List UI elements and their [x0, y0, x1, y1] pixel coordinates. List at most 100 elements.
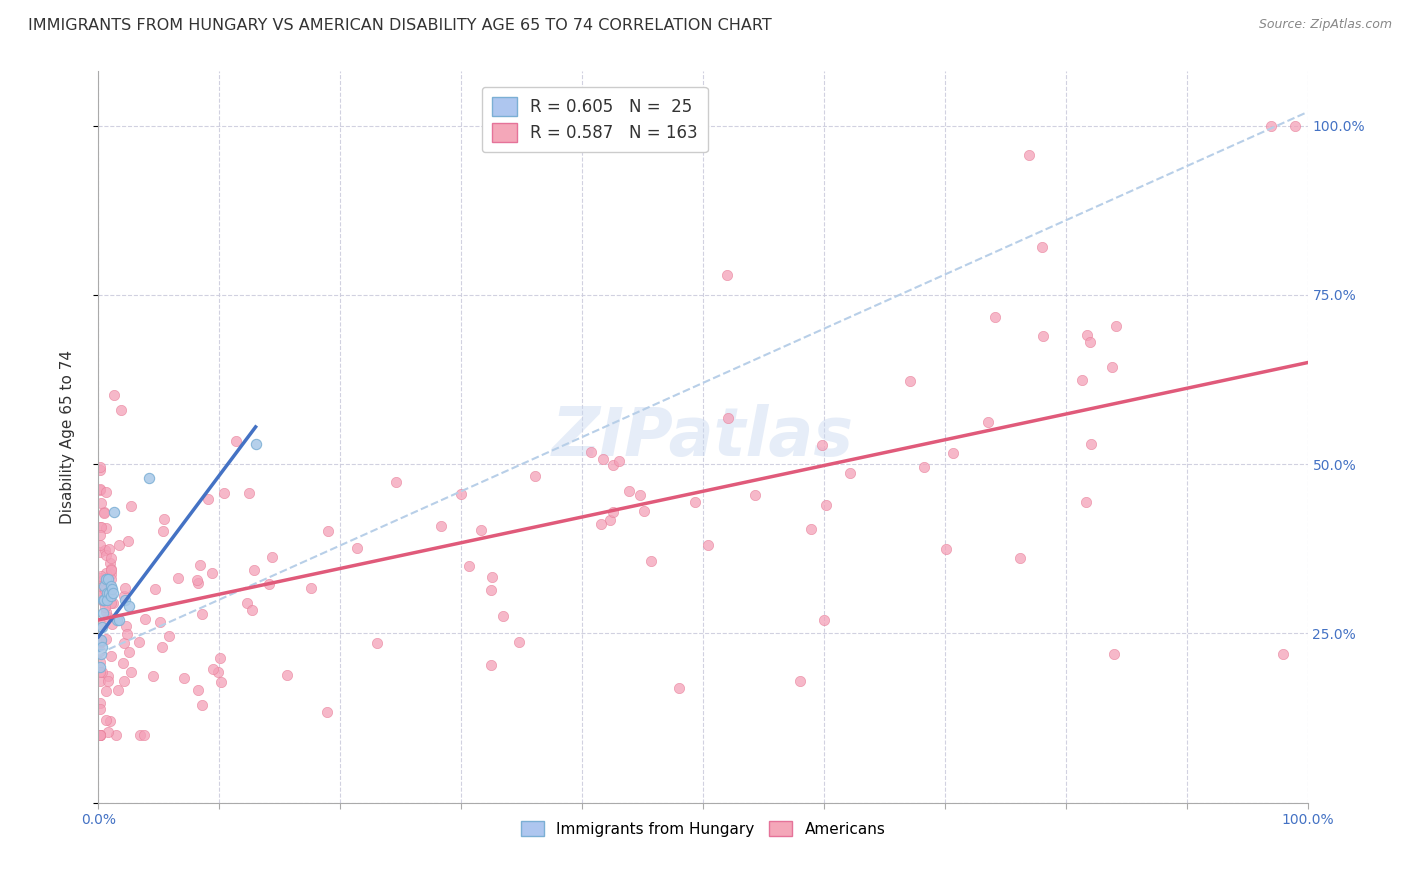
Point [91, 592, 114, 607]
Point [89, 728, 111, 742]
Point [157, 629, 180, 643]
Point [1076, 495, 1098, 509]
Point [1076, 328, 1098, 343]
Point [101, 617, 124, 632]
Point [186, 573, 208, 587]
Point [1272, 647, 1295, 661]
Point [225, 434, 247, 448]
Point [209, 674, 232, 689]
Point [668, 681, 690, 695]
Point [976, 415, 998, 429]
Point [579, 445, 602, 459]
Point [112, 656, 135, 670]
Text: IMMIGRANTS FROM HUNGARY VS AMERICAN DISABILITY AGE 65 TO 74 CORRELATION CHART: IMMIGRANTS FROM HUNGARY VS AMERICAN DISA… [28, 18, 772, 33]
Point [96, 683, 118, 698]
Point [89, 483, 111, 497]
Point [91, 640, 114, 654]
Point [93, 582, 115, 597]
Point [508, 635, 530, 649]
Point [112, 636, 135, 650]
Point [385, 475, 408, 490]
Point [115, 627, 138, 641]
Point [90, 665, 112, 679]
Point [299, 582, 322, 596]
Point [450, 487, 472, 501]
Point [90, 569, 112, 583]
Point [93, 506, 115, 520]
Point [589, 517, 612, 532]
Legend: Immigrants from Hungary, Americans: Immigrants from Hungary, Americans [515, 814, 891, 843]
Point [201, 566, 224, 580]
Point [105, 613, 128, 627]
Point [120, 665, 142, 679]
Point [814, 498, 837, 512]
Point [167, 571, 190, 585]
Point [197, 491, 219, 506]
Point [1102, 647, 1125, 661]
Point [602, 505, 624, 519]
Point [89, 656, 111, 670]
Point [1101, 359, 1123, 374]
Point [90, 587, 112, 601]
Point [1008, 551, 1031, 566]
Point [100, 714, 122, 728]
Point [117, 533, 139, 548]
Point [479, 658, 502, 673]
Point [366, 636, 388, 650]
Point [100, 563, 122, 577]
Point [245, 437, 267, 451]
Point [97, 541, 120, 556]
Point [101, 586, 124, 600]
Point [716, 268, 738, 282]
Point [150, 640, 173, 655]
Point [112, 589, 135, 603]
Point [813, 613, 835, 627]
Point [800, 522, 823, 536]
Point [524, 469, 547, 483]
Point [97, 572, 120, 586]
Point [100, 551, 122, 566]
Y-axis label: Disability Age 65 to 74: Disability Age 65 to 74 [60, 350, 75, 524]
Point [89, 696, 111, 710]
Point [100, 579, 122, 593]
Point [96, 521, 118, 535]
Point [207, 665, 229, 679]
Point [96, 609, 118, 624]
Point [697, 538, 720, 552]
Point [91, 594, 114, 608]
Point [149, 615, 172, 630]
Point [262, 549, 284, 564]
Point [96, 548, 118, 562]
Point [120, 500, 142, 514]
Point [1078, 335, 1101, 350]
Point [212, 486, 235, 500]
Point [100, 589, 122, 603]
Point [942, 446, 965, 460]
Point [93, 592, 115, 607]
Point [90, 496, 112, 510]
Point [470, 523, 492, 537]
Point [430, 519, 453, 533]
Point [93, 579, 115, 593]
Point [912, 460, 935, 475]
Point [789, 673, 811, 688]
Point [1260, 119, 1282, 133]
Point [617, 483, 640, 498]
Point [91, 606, 114, 620]
Point [592, 452, 614, 467]
Point [108, 538, 131, 552]
Point [602, 458, 624, 472]
Point [188, 558, 211, 572]
Point [152, 512, 174, 526]
Point [481, 570, 503, 584]
Point [142, 669, 165, 683]
Point [983, 310, 1005, 324]
Point [89, 463, 111, 477]
Point [1032, 329, 1054, 343]
Point [90, 519, 112, 533]
Point [112, 673, 135, 688]
Point [100, 596, 122, 610]
Point [91, 620, 114, 634]
Point [316, 524, 339, 538]
Point [346, 541, 368, 555]
